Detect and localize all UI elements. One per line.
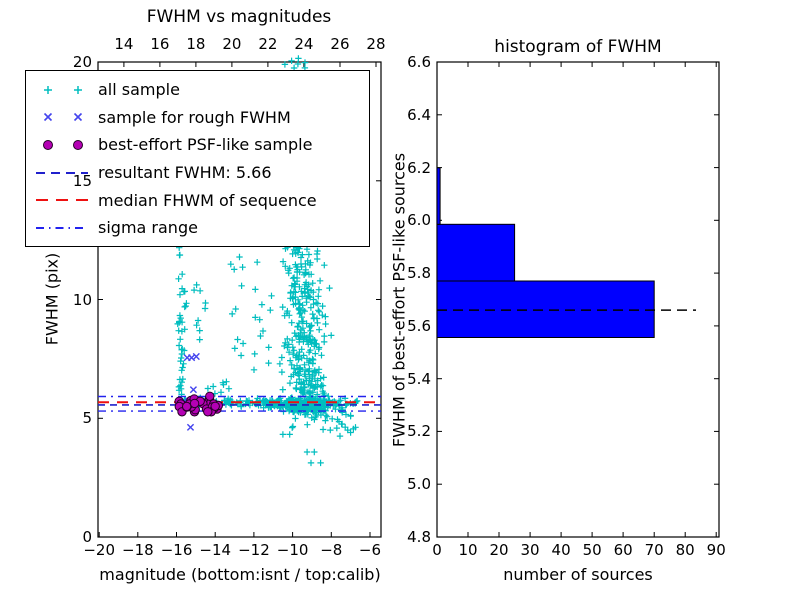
x-marker-icon [32,106,90,128]
histogram-bars [436,167,655,338]
legend-label: median FHWM of sequence [98,190,317,210]
scatter-xtick-label: −14 [199,541,232,559]
histogram-ytick-label: 5.2 [407,422,431,441]
scatter-xtick-label: −6 [358,541,382,559]
histogram-xtick-label: 20 [489,541,509,559]
scatter-ytick-label: 15 [72,171,92,190]
scatter-calib-xtick-label: 14 [114,35,134,53]
scatter-calib-xtick-label: 16 [150,35,170,53]
legend-item-all-sample: all sample [32,76,369,104]
scatter-xtick-label: −8 [320,541,343,559]
scatter-xtick-label: −18 [122,541,154,559]
histogram-ytick-label: 5.0 [407,475,431,494]
scatter-calib-xtick-label: 20 [222,35,242,53]
histogram-title: histogram of FWHM [494,37,662,57]
legend-label: resultant FWHM: 5.66 [98,163,272,183]
histogram-xtick-label: 70 [644,541,664,559]
scatter-ytick-label: 5 [82,409,92,428]
legend-item-median-fwhm: median FHWM of sequence [32,186,369,214]
dash-dot-line-icon [32,217,90,239]
histogram-ytick-label: 5.4 [407,369,431,388]
scatter-ytick-label: 10 [72,290,92,309]
legend-label: sigma range [98,218,198,238]
scatter-ytick-label: 0 [82,528,92,546]
histogram-yaxis-label: FWHM of best-effort PSF-like sources [389,152,409,448]
scatter-xaxis-label: magnitude (bottom:isnt / top:calib) [99,565,381,584]
histogram-ytick-label: 6.4 [407,105,431,124]
red-dashed-line-icon [32,189,90,211]
histogram-xtick-label: 60 [613,541,633,559]
psf-sample-points [174,391,224,417]
scatter-plot-title: FWHM vs magnitudes [146,7,332,27]
legend-item-resultant-fwhm: resultant FWHM: 5.66 [32,159,369,187]
histogram-xtick-label: 30 [520,541,540,559]
plus-marker-icon [32,79,90,101]
scatter-calib-xtick-label: 26 [330,35,350,53]
legend: all sample sample for rough FWHM best-ef… [25,70,370,247]
legend-label: sample for rough FWHM [98,107,291,127]
scatter-calib-xtick-label: 24 [294,35,314,53]
legend-label: all sample [98,80,180,100]
legend-item-sigma-range: sigma range [32,214,369,242]
legend-item-psf-sample: best-effort PSF-like sample [32,131,369,159]
histogram-ytick-label: 5.6 [407,316,431,335]
scatter-xtick-label: −12 [238,541,270,559]
histogram-ytick-label: 6.2 [407,158,431,177]
histogram-xtick-label: 40 [551,541,571,559]
legend-item-rough-fwhm: sample for rough FWHM [32,104,369,132]
circle-marker-icon [32,134,90,156]
histogram-ytick-label: 5.8 [407,264,431,283]
histogram-xtick-label: 90 [706,541,726,559]
histogram-xtick-label: 10 [458,541,478,559]
scatter-calib-xtick-label: 18 [186,35,206,53]
axis-ticks [98,61,719,538]
scatter-xtick-label: −20 [83,541,115,559]
histogram-ytick-label: 6.6 [407,53,431,71]
all-sample-points [174,55,361,467]
histogram-xtick-label: 0 [432,541,442,559]
blue-dashed-line-icon [32,162,90,184]
scatter-calib-xtick-label: 22 [258,35,278,53]
scatter-calib-xtick-label: 28 [366,35,386,53]
histogram-xtick-label: 80 [675,541,695,559]
scatter-xtick-label: −10 [276,541,309,559]
histogram-xaxis-label: number of sources [503,565,653,584]
histogram-ytick-label: 4.8 [407,528,431,546]
histogram-ytick-label: 6.0 [407,211,431,230]
histogram-xtick-label: 50 [582,541,602,559]
scatter-xtick-label: −16 [160,541,193,559]
sigma-range-lines [98,395,381,412]
scatter-ytick-label: 20 [72,53,92,71]
legend-label: best-effort PSF-like sample [98,135,313,155]
